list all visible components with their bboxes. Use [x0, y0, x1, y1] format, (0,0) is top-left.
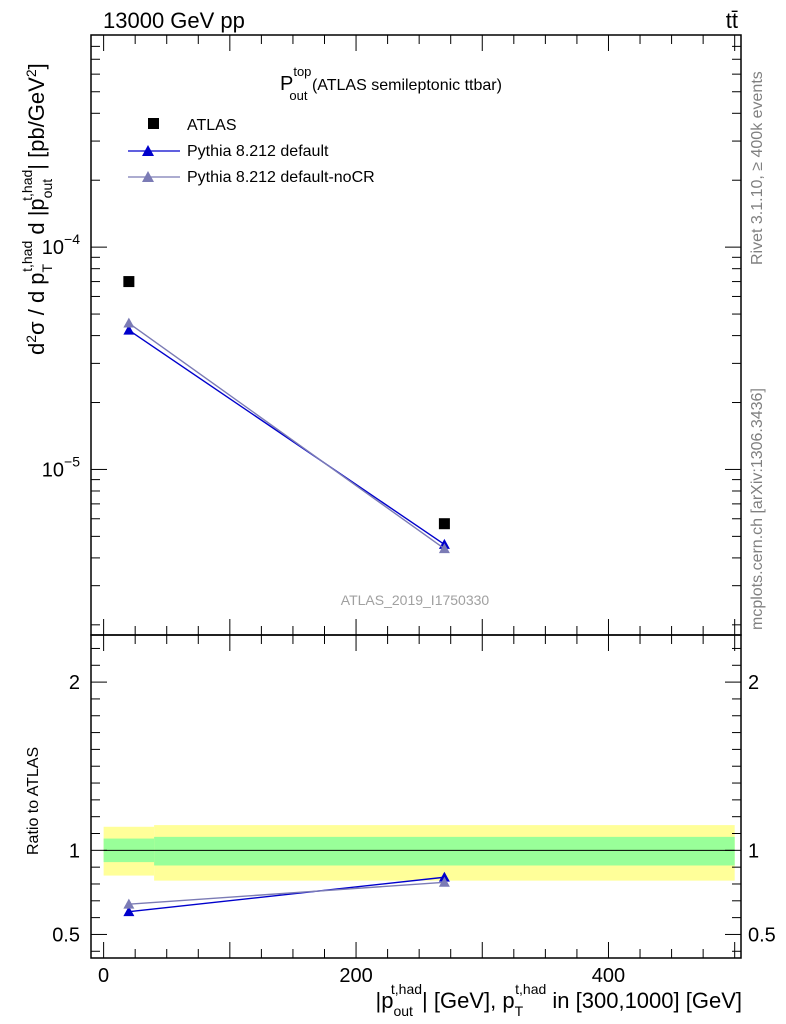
ratio-series-line [128, 881, 445, 905]
legend-nocr-label: Pythia 8.212 default-noCR [187, 169, 375, 186]
upper-y-axis-title: d2σ / d pTt,had d |poutt,had| [pb/GeV2] [19, 63, 55, 355]
x-tick-label: 400 [592, 965, 625, 987]
ratio-data-point [123, 898, 135, 909]
ratio-series-line [128, 876, 445, 913]
main-y-tick-labels: 10−4 10−5 [42, 231, 80, 481]
legend-default-marker [142, 145, 154, 156]
ratio-y-tick-label-right: 2 [748, 672, 759, 694]
plot-title: Ptop out (ATLAS semileptonic ttbar) [280, 64, 502, 103]
ratio-y-tick-label: 1 [69, 840, 80, 862]
header-left: 13000 GeV pp [103, 8, 245, 33]
ratio-y-tick-label: 2 [69, 672, 80, 694]
main-data-marks [123, 276, 450, 554]
ratio-y-tick-label-right: 0.5 [748, 924, 776, 946]
ratio-y-tick-labels-right: 0.5 1 2 [748, 672, 776, 946]
axis-ticks [91, 35, 741, 958]
x-axis-title: |poutt,had| [GeV], pTt,had in [300,1000]… [375, 981, 742, 1019]
mc-data-point [123, 324, 135, 335]
legend-atlas-marker [148, 118, 159, 129]
x-tick-label: 200 [339, 965, 372, 987]
ratio-data-point [123, 906, 135, 917]
band-inner [154, 836, 735, 866]
x-tick-label: 0 [98, 965, 109, 987]
ratio-y-tick-label-right: 1 [748, 840, 759, 862]
legend-nocr-marker [142, 171, 154, 182]
header-right: tt̄ [726, 8, 738, 33]
x-tick-labels: 0 200 400 [98, 965, 625, 987]
ratio-data-point [438, 871, 450, 882]
main-y-tick-label: 10−5 [42, 453, 80, 481]
ratio-data-marks [123, 871, 450, 917]
legend-atlas-label: ATLAS [187, 117, 237, 134]
uncertainty-bands [103, 825, 735, 881]
ratio-data-point [438, 876, 450, 887]
ratio-y-tick-labels-left: 0.5 1 2 [52, 672, 80, 946]
mc-series-line [128, 329, 445, 545]
mcplots-label: mcplots.cern.ch [arXiv:1306.3436] [749, 388, 766, 630]
analysis-id: ATLAS_2019_I1750330 [341, 592, 490, 608]
ratio-plot-frame [90, 634, 742, 959]
legend: ATLAS Pythia 8.212 default Pythia 8.212 … [128, 117, 375, 186]
mc-data-point [123, 317, 135, 328]
lower-y-axis-title: Ratio to ATLAS [25, 747, 42, 855]
rivet-label: Rivet 3.1.10, ≥ 400k events [749, 71, 766, 265]
mc-series-line [128, 322, 445, 550]
atlas-data-point [123, 276, 135, 288]
atlas-data-point [438, 518, 450, 530]
main-y-tick-label: 10−4 [42, 231, 80, 259]
ratio-y-tick-label: 0.5 [52, 924, 80, 946]
mc-data-point [438, 543, 450, 554]
legend-default-label: Pythia 8.212 default [187, 143, 329, 160]
